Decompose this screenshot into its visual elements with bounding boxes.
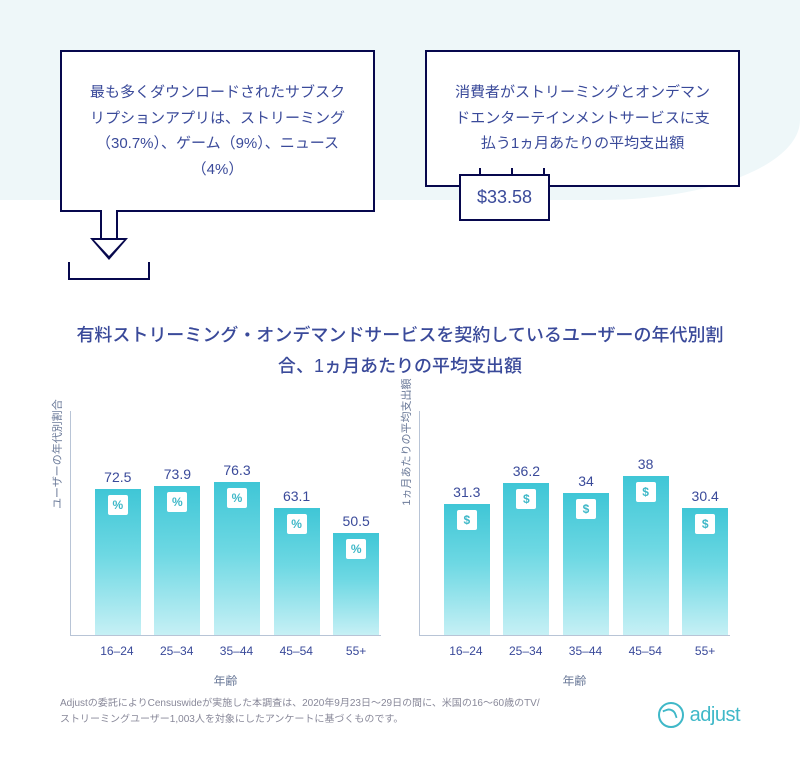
x-tick: 45–54 <box>271 644 321 658</box>
unit-badge: $ <box>516 489 536 509</box>
unit-badge: $ <box>576 499 596 519</box>
bar: 38$ <box>621 456 671 635</box>
chart-percentage: ユーザーの年代別割合 72.5% 73.9% 76.3% 63.1% 50.5%… <box>70 411 381 689</box>
bar-rect: % <box>95 489 141 635</box>
bar-rect: $ <box>503 483 549 635</box>
x-tick: 25–34 <box>501 644 551 658</box>
unit-badge: $ <box>695 514 715 534</box>
download-arrow-icon <box>90 210 128 262</box>
price-tag: $33.58 <box>459 174 550 221</box>
bar-rect: $ <box>563 493 609 635</box>
callout-text-right: 消費者がストリーミングとオンデマンドエンターテインメントサービスに支払う1ヵ月あ… <box>455 84 710 152</box>
x-tick: 16–24 <box>92 644 142 658</box>
bar-rect: $ <box>444 504 490 635</box>
x-tick: 55+ <box>331 644 381 658</box>
bar-rect: $ <box>623 476 669 635</box>
price-value: $33.58 <box>477 187 532 207</box>
x-tick: 55+ <box>680 644 730 658</box>
bar-rect: % <box>154 486 200 635</box>
charts-row: ユーザーの年代別割合 72.5% 73.9% 76.3% 63.1% 50.5%… <box>60 411 740 689</box>
main-content: 最も多くダウンロードされたサブスクリプションアプリは、ストリーミング（30.7%… <box>0 0 800 689</box>
chart-spend: 1ヵ月あたりの平均支出額 31.3$ 36.2$ 34$ 38$ 30.4$ 1… <box>419 411 730 689</box>
bar: 63.1% <box>272 488 322 635</box>
brand-name: adjust <box>690 704 740 727</box>
callout-card-spend: 消費者がストリーミングとオンデマンドエンターテインメントサービスに支払う1ヵ月あ… <box>425 50 740 187</box>
footer: Adjustの委託によりCensuswideが実施した本調査は、2020年9月2… <box>60 696 740 728</box>
bar: 31.3$ <box>442 484 492 635</box>
chart-right-ylabel: 1ヵ月あたりの平均支出額 <box>398 379 414 506</box>
x-tick: 35–44 <box>212 644 262 658</box>
unit-badge: $ <box>636 482 656 502</box>
x-tick: 45–54 <box>620 644 670 658</box>
chart-left-ylabel: ユーザーの年代別割合 <box>49 399 65 509</box>
chart-left-xlabels: 16–24 25–34 35–44 45–54 55+ <box>70 644 381 658</box>
bar: 76.3% <box>212 462 262 635</box>
bar-rect: % <box>333 533 379 635</box>
bar: 50.5% <box>331 513 381 635</box>
callout-card-downloads: 最も多くダウンロードされたサブスクリプションアプリは、ストリーミング（30.7%… <box>60 50 375 212</box>
brand-logo-icon <box>658 702 684 728</box>
bar-rect: $ <box>682 508 728 635</box>
charts-title: 有料ストリーミング・オンデマンドサービスを契約しているユーザーの年代別割合、1ヵ… <box>60 320 740 381</box>
unit-badge: % <box>108 495 128 515</box>
callout-text-left: 最も多くダウンロードされたサブスクリプションアプリは、ストリーミング（30.7%… <box>90 84 345 178</box>
bar: 34$ <box>561 473 611 635</box>
chart-left-xtitle: 年齢 <box>70 672 381 689</box>
unit-badge: % <box>167 492 187 512</box>
bar-rect: % <box>214 482 260 635</box>
x-tick: 25–34 <box>152 644 202 658</box>
bar: 30.4$ <box>680 488 730 635</box>
unit-badge: % <box>287 514 307 534</box>
bar: 73.9% <box>153 466 203 635</box>
chart-right-xlabels: 16–24 25–34 35–44 45–54 55+ <box>419 644 730 658</box>
bar: 36.2$ <box>502 463 552 635</box>
download-tray-icon <box>68 262 150 280</box>
footnote-text: Adjustの委託によりCensuswideが実施した本調査は、2020年9月2… <box>60 696 540 728</box>
unit-badge: % <box>227 488 247 508</box>
unit-badge: % <box>346 539 366 559</box>
x-tick: 16–24 <box>441 644 491 658</box>
chart-right-area: 1ヵ月あたりの平均支出額 31.3$ 36.2$ 34$ 38$ 30.4$ <box>419 411 730 636</box>
bar-rect: % <box>274 508 320 635</box>
callout-cards-row: 最も多くダウンロードされたサブスクリプションアプリは、ストリーミング（30.7%… <box>60 50 740 212</box>
unit-badge: $ <box>457 510 477 530</box>
bar: 72.5% <box>93 469 143 635</box>
x-tick: 35–44 <box>561 644 611 658</box>
brand-logo: adjust <box>658 702 740 728</box>
chart-right-xtitle: 年齢 <box>419 672 730 689</box>
chart-left-area: ユーザーの年代別割合 72.5% 73.9% 76.3% 63.1% 50.5% <box>70 411 381 636</box>
